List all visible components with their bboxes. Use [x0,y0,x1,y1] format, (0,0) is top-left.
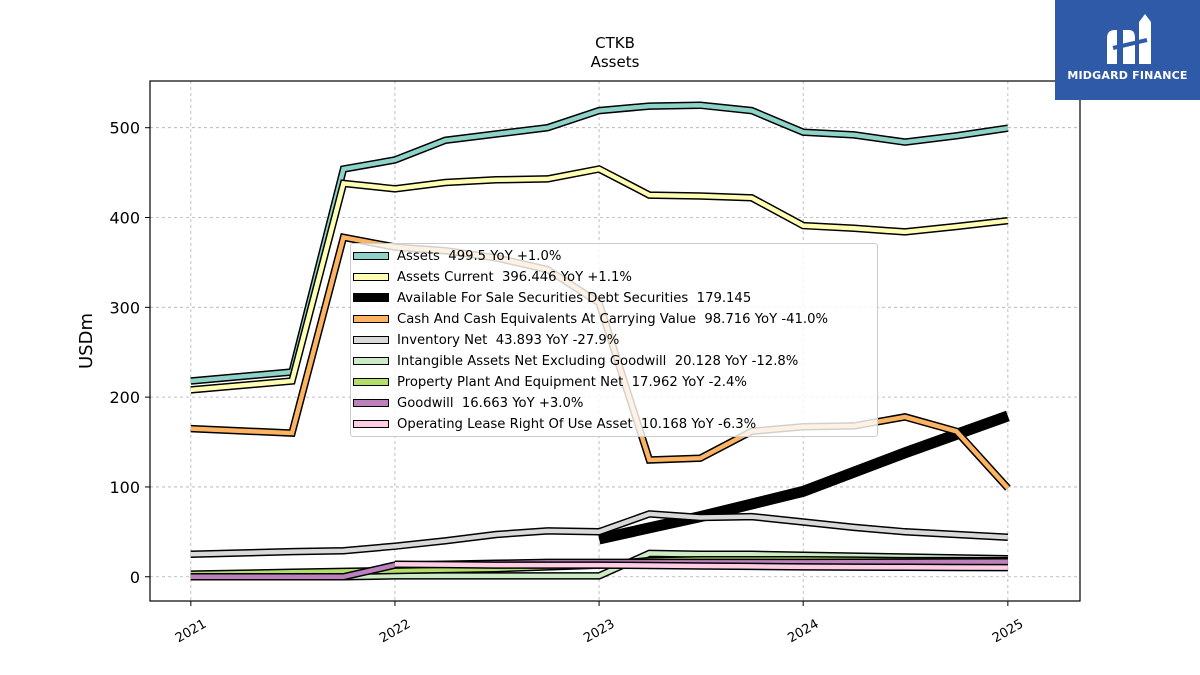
x-tick-label: 2024 [785,617,821,647]
legend-item: Cash And Cash Equivalents At Carrying Va… [351,310,877,331]
legend-swatch [353,378,389,386]
series-line [190,510,1009,559]
legend-swatch [353,293,389,302]
plot-frame [149,80,1081,602]
legend-item: Assets 499.5 YoY +1.0% [351,247,877,268]
legend-item: Available For Sale Securities Debt Secur… [351,289,877,310]
legend-swatch [353,420,389,428]
legend-label: Assets 499.5 YoY +1.0% [397,249,562,264]
y-tick-label: 100 [109,478,140,497]
x-tick-label: 2021 [173,617,209,647]
legend-label: Available For Sale Securities Debt Secur… [397,291,752,306]
series-line [597,410,1010,545]
legend-item: Inventory Net 43.893 YoY -27.9% [351,331,877,352]
legend-item: Intangible Assets Net Excluding Goodwill… [351,352,877,373]
x-tick-label: 2023 [581,617,617,647]
legend-swatch [353,336,389,344]
legend-swatch [353,357,389,365]
legend-label: Goodwill 16.663 YoY +3.0% [397,396,584,411]
chart-subtitle: Assets [591,53,640,71]
legend-swatch [353,315,389,323]
y-tick-label: 400 [109,209,140,228]
legend-swatch [353,252,389,260]
x-tick-label: 2022 [377,617,413,647]
legend-swatch [353,273,389,281]
legend-item: Goodwill 16.663 YoY +3.0% [351,394,877,415]
legend-label: Intangible Assets Net Excluding Goodwill… [397,354,799,369]
series-layer [190,101,1011,581]
chart-title: CTKB [595,34,635,52]
series-line [190,165,1009,394]
legend-label: Cash And Cash Equivalents At Carrying Va… [397,312,828,327]
legend-label: Assets Current 396.446 YoY +1.1% [397,270,632,285]
legend-item: Operating Lease Right Of Use Asset 10.16… [351,415,877,436]
legend-label: Inventory Net 43.893 YoY -27.9% [397,333,620,348]
y-tick-label: 300 [109,298,140,317]
legend-item: Assets Current 396.446 YoY +1.1% [351,268,877,289]
series-line [394,560,1008,572]
y-tick-label: 0 [130,568,140,587]
legend-label: Property Plant And Equipment Net 17.962 … [397,375,747,390]
x-tick-label: 2025 [990,617,1026,647]
legend-item: Property Plant And Equipment Net 17.962 … [351,373,877,394]
legend-swatch [353,399,389,407]
series-line [190,101,1009,385]
chart-legend: Assets 499.5 YoY +1.0% Assets Current 396… [350,243,878,437]
logo-text: MIDGARD FINANCE [1067,69,1188,82]
midgard-finance-logo: MIDGARD FINANCE [1055,0,1200,100]
y-tick-label: 500 [109,119,140,138]
midgard-logo-icon [1107,14,1151,64]
y-tick-label: 200 [109,388,140,407]
y-axis-label: USDm [76,313,97,369]
legend-label: Operating Lease Right Of Use Asset 10.16… [397,417,757,432]
